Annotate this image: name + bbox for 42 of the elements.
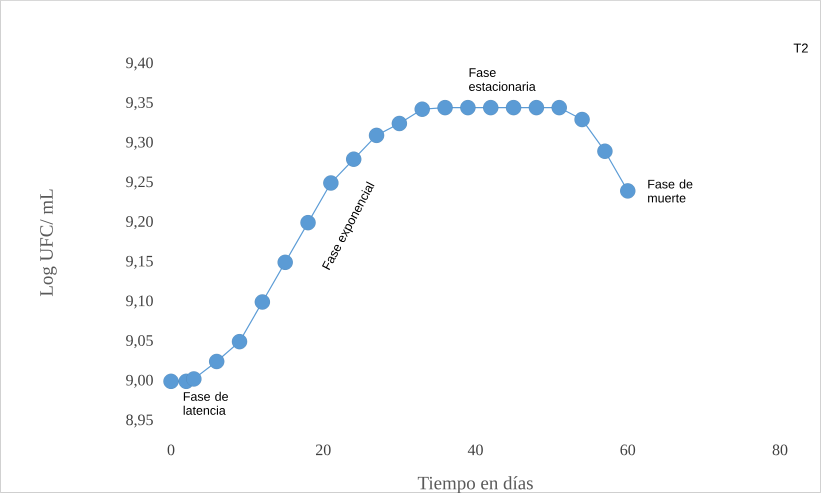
y-tick-label: 9,10	[126, 295, 153, 309]
point	[574, 112, 590, 128]
y-tick-label: 9,25	[126, 176, 153, 190]
y-tick-label: 9,30	[126, 136, 153, 150]
point	[300, 214, 316, 230]
x-tick-label: 60	[620, 444, 636, 456]
y-axis-title: Log UFC/ mL	[40, 189, 57, 296]
point	[277, 254, 293, 270]
annotation: Fase de muerte	[648, 179, 692, 202]
x-tick-label: 80	[772, 444, 788, 456]
y-tick-label: 9,00	[126, 374, 153, 388]
point	[460, 100, 476, 116]
point	[163, 374, 179, 390]
point	[552, 100, 567, 116]
annotation: Fase de latencia	[184, 392, 228, 415]
point	[437, 100, 453, 116]
point	[392, 116, 408, 132]
y-tick-label: 8,95	[126, 414, 153, 428]
x-tick-label: 40	[468, 444, 483, 456]
x-tick-label: 20	[316, 444, 331, 456]
y-tick-label: 9,40	[126, 57, 153, 71]
point	[620, 183, 636, 199]
annotation: Fase estacionaria	[469, 68, 536, 91]
point	[232, 334, 248, 350]
point	[506, 100, 522, 116]
point	[323, 175, 339, 191]
y-tick-label: 9,15	[126, 256, 153, 269]
point	[414, 102, 430, 117]
y-tick-label: 9,35	[126, 97, 153, 110]
point	[254, 294, 270, 310]
y-tick-label: 9,05	[126, 335, 153, 348]
point	[208, 354, 224, 370]
point	[346, 151, 362, 167]
point	[186, 371, 202, 387]
point	[597, 144, 613, 159]
x-axis-title: Tiempo en días	[418, 476, 533, 493]
point	[368, 128, 384, 144]
y-tick-label: 9,20	[126, 216, 153, 230]
point	[483, 100, 498, 116]
text: T2	[794, 44, 808, 53]
point	[528, 100, 544, 116]
x-tick-label: 0	[168, 444, 174, 456]
